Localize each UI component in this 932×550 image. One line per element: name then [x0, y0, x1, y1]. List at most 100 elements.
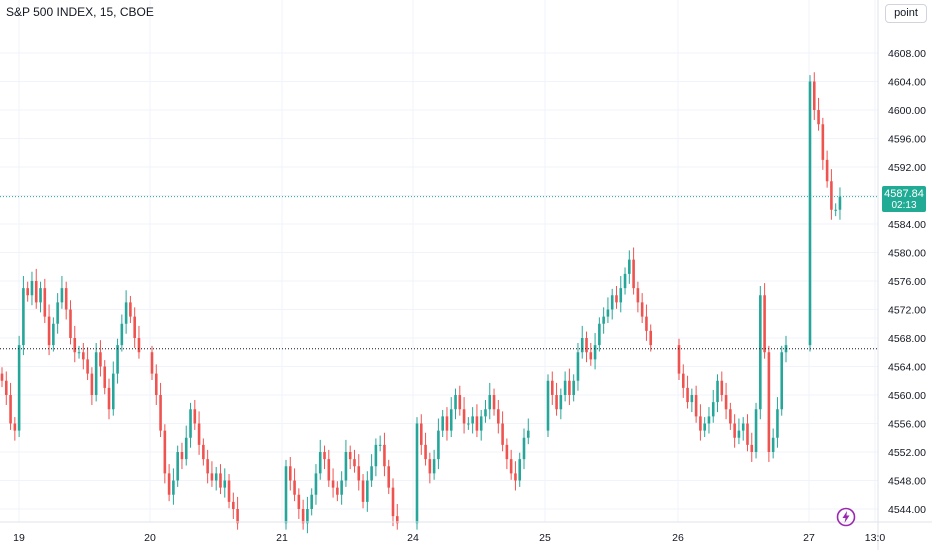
- candle-body: [501, 423, 504, 445]
- candle-body: [780, 352, 784, 410]
- candle-body: [615, 295, 618, 303]
- candle-body: [694, 395, 698, 417]
- candle-body: [202, 444, 205, 460]
- candle-body: [445, 416, 449, 431]
- time-axis[interactable]: 19 20 21 24 25 26 27 13:0: [0, 521, 932, 544]
- chart-title: S&P 500 INDEX, 15, CBOE: [6, 5, 154, 19]
- candle-body: [39, 288, 42, 303]
- last-price-badge: 4587.84 02:13: [882, 186, 926, 212]
- candle-body: [361, 480, 365, 502]
- price-axis[interactable]: 4608.004604.004600.004596.004592.004588.…: [877, 0, 926, 550]
- last-price-value: 4587.84: [884, 188, 924, 200]
- candle-body: [610, 295, 614, 310]
- time-tick-label: 20: [144, 532, 156, 544]
- candle-body: [606, 309, 610, 317]
- candle-body: [193, 409, 197, 424]
- price-tick-label: 4560.00: [888, 390, 926, 402]
- candle-body: [111, 373, 115, 410]
- candle-body: [471, 416, 474, 424]
- candle-body: [505, 444, 509, 460]
- candle-body: [699, 416, 702, 431]
- candle-body: [808, 81, 812, 346]
- candle-body: [150, 352, 154, 374]
- time-tick-label: 24: [407, 532, 419, 544]
- candle-body: [458, 395, 462, 410]
- candle-body: [649, 330, 653, 346]
- scale-mode-button[interactable]: point: [885, 4, 927, 23]
- candle-body: [640, 302, 644, 317]
- candle-body: [159, 395, 162, 431]
- candle-body: [383, 444, 386, 467]
- candle-body: [628, 259, 631, 274]
- reference-lines: [0, 196, 878, 350]
- candle-body: [167, 473, 171, 495]
- candle-body: [492, 395, 496, 410]
- lightning-logo-icon[interactable]: [836, 507, 856, 527]
- candle-body: [9, 395, 12, 424]
- candle-body: [838, 196, 842, 210]
- price-tick-label: 4608.00: [888, 48, 926, 60]
- candle-body: [720, 380, 724, 395]
- candle-body: [729, 409, 732, 424]
- candle-body: [124, 302, 128, 324]
- candle-body: [776, 409, 779, 438]
- candle-body: [327, 459, 331, 481]
- candle-body: [43, 288, 47, 317]
- candle-body: [555, 395, 558, 410]
- candle-body: [301, 509, 305, 524]
- candle-body: [645, 316, 648, 331]
- candle-body: [22, 288, 25, 346]
- candle-body: [353, 459, 356, 467]
- time-tick-label: 27: [803, 532, 815, 544]
- candle-body: [733, 423, 736, 438]
- candle-body: [526, 430, 530, 438]
- candle-body: [812, 81, 816, 110]
- candle-body: [686, 387, 689, 403]
- candle-body: [598, 323, 601, 346]
- candle-body: [331, 480, 335, 488]
- candle-body: [219, 473, 222, 488]
- candle-body: [576, 352, 580, 381]
- candle-body: [737, 430, 741, 438]
- candle-body: [763, 295, 766, 353]
- candle-body: [323, 452, 326, 460]
- price-tick-label: 4572.00: [888, 305, 926, 317]
- candle-body: [318, 452, 322, 474]
- candle-body: [677, 345, 681, 374]
- candle-body: [288, 466, 292, 481]
- price-tick-label: 4556.00: [888, 419, 926, 431]
- candle-body: [4, 380, 8, 395]
- candle-body: [428, 459, 432, 474]
- candle-body: [703, 423, 706, 431]
- candle-body: [94, 352, 98, 395]
- candle-body: [13, 423, 17, 431]
- candle-body: [497, 409, 500, 424]
- candle-body: [546, 380, 550, 431]
- candle-body: [415, 423, 419, 524]
- candle-body: [69, 309, 72, 338]
- candle-body: [454, 395, 457, 410]
- candle-body: [690, 395, 694, 403]
- candle-body: [133, 316, 136, 338]
- price-tick-label: 4580.00: [888, 248, 926, 260]
- price-tick-label: 4576.00: [888, 276, 926, 288]
- candle-body: [746, 423, 749, 445]
- candle-body: [129, 302, 132, 317]
- candle-body: [759, 295, 762, 410]
- candle-body: [189, 409, 192, 438]
- candle-body: [357, 466, 361, 481]
- candle-body: [395, 516, 399, 524]
- candle-body: [716, 380, 719, 403]
- candle-body: [593, 345, 597, 360]
- time-tick-label: 25: [539, 532, 551, 544]
- candle-body: [340, 480, 343, 495]
- candle-body: [636, 288, 640, 303]
- candle-body: [154, 373, 158, 395]
- candle-body: [589, 352, 593, 360]
- candle-body: [52, 323, 55, 346]
- candle-body: [120, 323, 124, 346]
- candle-body: [378, 444, 382, 446]
- price-tick-label: 4548.00: [888, 476, 926, 488]
